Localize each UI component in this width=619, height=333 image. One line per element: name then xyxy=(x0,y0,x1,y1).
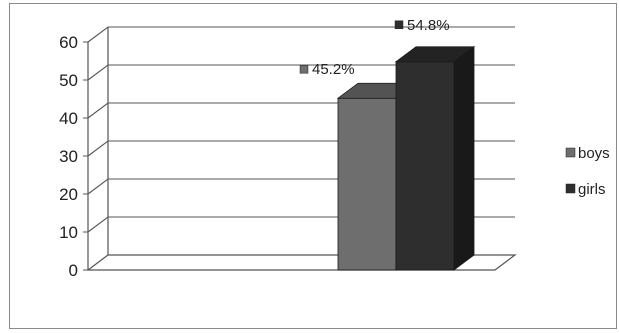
y-tick-label: 20 xyxy=(59,185,78,204)
data-label-boys: 45.2% xyxy=(299,61,355,78)
bar-side-face xyxy=(453,45,475,271)
y-tick-label: 40 xyxy=(59,109,78,128)
data-label-girls: 54.8% xyxy=(394,17,450,34)
legend-item-boys: boys xyxy=(565,145,610,162)
y-tick-label: 10 xyxy=(59,223,78,242)
y-tick-label: 60 xyxy=(59,33,78,52)
y-tick-label: 50 xyxy=(59,71,78,90)
data-label-text: 45.2% xyxy=(312,61,355,78)
legend-label: girls xyxy=(578,181,606,198)
data-label-marker xyxy=(394,20,404,30)
legend-item-girls: girls xyxy=(565,181,606,198)
y-tick-label: 30 xyxy=(59,147,78,166)
bar-girls xyxy=(394,45,476,271)
chart-frame xyxy=(9,3,617,329)
data-labels: 45.2% 54.8% xyxy=(299,17,450,78)
legend-label: boys xyxy=(578,145,610,162)
gridline xyxy=(87,64,515,81)
gridline xyxy=(87,26,515,43)
data-label-marker xyxy=(299,64,309,74)
y-tick-label: 0 xyxy=(69,261,78,280)
legend: boys girls xyxy=(565,145,610,198)
y-axis-ticks: 0 10 20 30 40 50 60 xyxy=(59,33,88,280)
data-label-text: 54.8% xyxy=(407,17,450,34)
legend-swatch xyxy=(565,183,576,194)
bar-front-face xyxy=(337,97,397,271)
legend-swatch xyxy=(565,147,576,158)
bar-front-face xyxy=(395,61,455,271)
bars xyxy=(336,45,476,271)
